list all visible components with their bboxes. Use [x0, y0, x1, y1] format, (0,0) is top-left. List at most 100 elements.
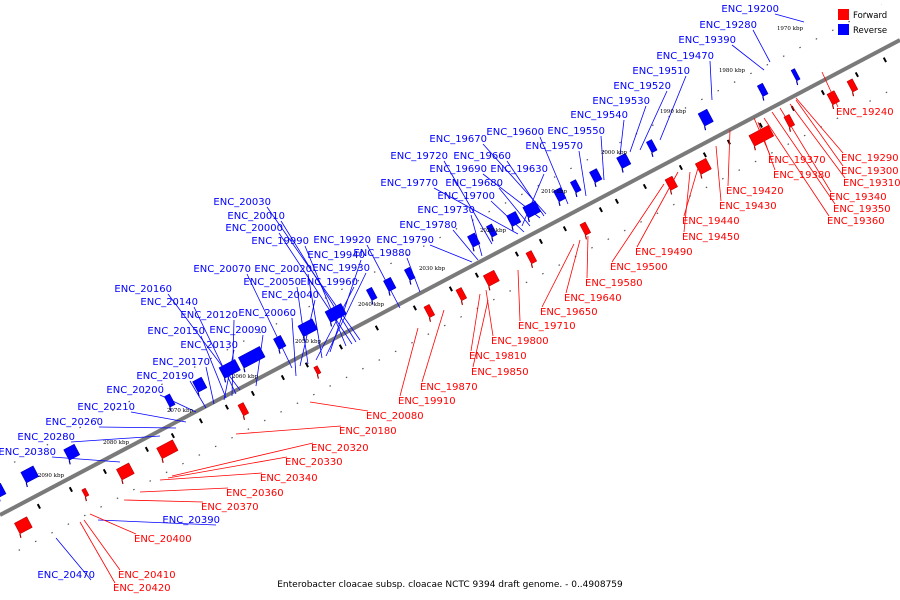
track-marker	[280, 374, 285, 381]
reverse-feature-block	[506, 211, 522, 231]
reverse-leader-line	[70, 435, 161, 443]
forward-feature-label: ENC_19910	[398, 396, 456, 407]
forward-feature-block	[81, 487, 90, 502]
reverse-feature-label: ENC_19720	[390, 151, 448, 162]
reverse-feature-label: ENC_19700	[437, 191, 495, 202]
forward-leader-line	[159, 472, 263, 481]
reverse-leader-line	[55, 537, 92, 581]
track-marker	[170, 432, 175, 439]
scale-tick-label: 2090 kbp	[38, 473, 65, 479]
forward-feature-block	[116, 462, 135, 485]
legend-forward-label: Forward	[853, 11, 887, 21]
scale-tick-label: 2010 kbp	[541, 189, 568, 195]
reverse-feature-label: ENC_19630	[490, 164, 548, 175]
forward-feature-block	[579, 221, 592, 240]
reverse-feature-label: ENC_20120	[180, 310, 238, 321]
track-marker	[304, 362, 309, 368]
track-marker	[678, 164, 683, 171]
reverse-feature-label: ENC_20000	[225, 223, 283, 234]
forward-feature-label: ENC_19450	[682, 232, 740, 243]
forward-leader-line	[727, 129, 731, 187]
forward-feature-label: ENC_19300	[841, 166, 899, 177]
map-caption: Enterobacter cloacae subsp. cloacae NCTC…	[277, 580, 623, 590]
forward-feature-label: ENC_20370	[201, 502, 259, 513]
forward-leader-line	[167, 456, 288, 479]
track-marker	[562, 226, 567, 232]
track-marker	[820, 89, 825, 96]
track-guide-lower	[18, 84, 900, 551]
reverse-feature-label: ENC_20020	[254, 264, 312, 275]
reverse-feature-block	[163, 393, 176, 412]
track-marker	[374, 325, 379, 331]
forward-leader-line	[636, 171, 679, 248]
forward-leader-line	[586, 235, 589, 279]
scale-tick-label: 2080 kbp	[103, 440, 130, 446]
track-marker	[224, 404, 229, 410]
forward-feature-label: ENC_19380	[773, 170, 831, 181]
reverse-feature-label: ENC_19550	[547, 126, 605, 137]
reverse-feature-label: ENC_19690	[429, 164, 487, 175]
forward-feature-label: ENC_19870	[420, 382, 478, 393]
forward-feature-label: ENC_19370	[768, 155, 826, 166]
reverse-feature-block	[365, 286, 378, 305]
forward-feature-block	[664, 175, 679, 195]
reverse-feature-label: ENC_20140	[140, 297, 198, 308]
forward-feature-label: ENC_19640	[564, 293, 622, 304]
reverse-feature-label: ENC_20170	[152, 357, 210, 368]
forward-leader-line	[171, 442, 314, 477]
track-marker	[198, 418, 203, 424]
reverse-feature-label: ENC_20210	[77, 402, 135, 413]
reverse-feature-block	[697, 108, 714, 131]
reverse-feature-label: ENC_20190	[136, 371, 194, 382]
forward-feature-block	[14, 516, 33, 539]
reverse-leader-line	[159, 394, 197, 413]
reverse-leader-line	[482, 143, 547, 215]
forward-feature-label: ENC_19580	[585, 278, 643, 289]
reverse-leader-line	[255, 334, 264, 387]
forward-leader-line	[771, 111, 836, 205]
forward-leader-line	[611, 183, 665, 263]
reverse-feature-label: ENC_19530	[592, 96, 650, 107]
reverse-leader-line	[406, 257, 421, 293]
reverse-feature-label: ENC_20260	[45, 417, 103, 428]
forward-feature-label: ENC_19350	[833, 204, 891, 215]
forward-feature-label: ENC_19800	[491, 336, 549, 347]
forward-feature-block	[482, 269, 500, 291]
reverse-feature-block	[485, 223, 498, 242]
forward-feature-block	[313, 365, 322, 379]
forward-leader-line	[123, 499, 204, 503]
label-leader-lines	[51, 13, 846, 584]
reverse-leader-line	[200, 335, 227, 399]
reverse-feature-label: ENC_20150	[147, 326, 205, 337]
forward-feature-label: ENC_19850	[471, 367, 529, 378]
reverse-feature-block	[756, 82, 769, 101]
reverse-feature-label: ENC_19780	[399, 220, 457, 231]
reverse-feature-block	[237, 346, 266, 373]
forward-feature-label: ENC_19490	[635, 247, 693, 258]
forward-leader-line	[763, 117, 830, 217]
forward-feature-block	[694, 157, 712, 179]
reverse-leader-line	[578, 150, 587, 197]
forward-feature-label: ENC_19650	[540, 307, 598, 318]
reverse-leader-line	[97, 519, 217, 526]
forward-feature-label: ENC_20410	[118, 570, 176, 581]
forward-leader-line	[517, 269, 521, 322]
track-marker	[412, 305, 417, 311]
reverse-leader-line	[752, 29, 771, 63]
forward-feature-block	[156, 439, 179, 463]
track-marker	[882, 57, 887, 63]
legend-reverse-label: Reverse	[853, 26, 887, 36]
forward-feature-label: ENC_19310	[843, 178, 900, 189]
reverse-leader-line	[443, 160, 493, 245]
reverse-feature-label: ENC_19570	[525, 141, 583, 152]
reverse-feature-label: ENC_20010	[227, 211, 285, 222]
reverse-leader-line	[51, 456, 121, 463]
forward-feature-block	[783, 113, 796, 132]
forward-feature-label: ENC_20420	[113, 583, 171, 594]
forward-leader-line	[399, 327, 419, 397]
legend: Forward Reverse	[838, 9, 887, 36]
reverse-leader-line	[659, 75, 687, 141]
reverse-feature-block	[645, 139, 658, 158]
scale-tick-label: 2030 kbp	[419, 266, 446, 272]
